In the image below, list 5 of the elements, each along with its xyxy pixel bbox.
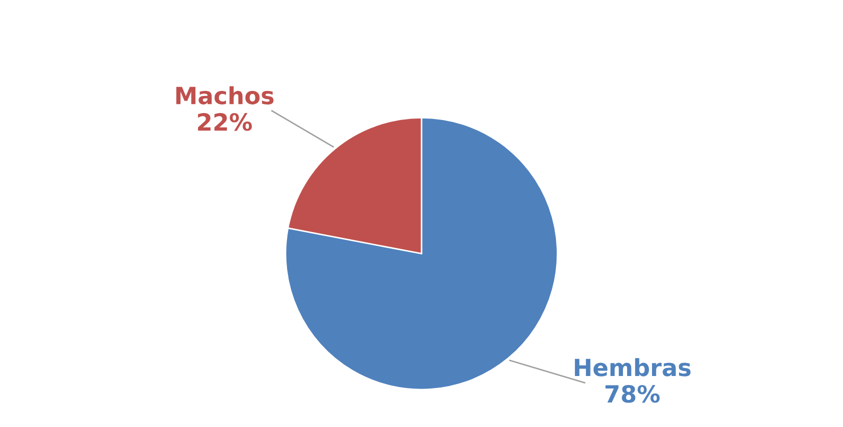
- slice-label: Machos: [176, 86, 274, 104]
- slice-label: Hembras: [574, 358, 691, 376]
- data-label: 78%: [606, 384, 660, 403]
- pie-slice: [284, 116, 558, 390]
- data-label: 22%: [198, 113, 252, 131]
